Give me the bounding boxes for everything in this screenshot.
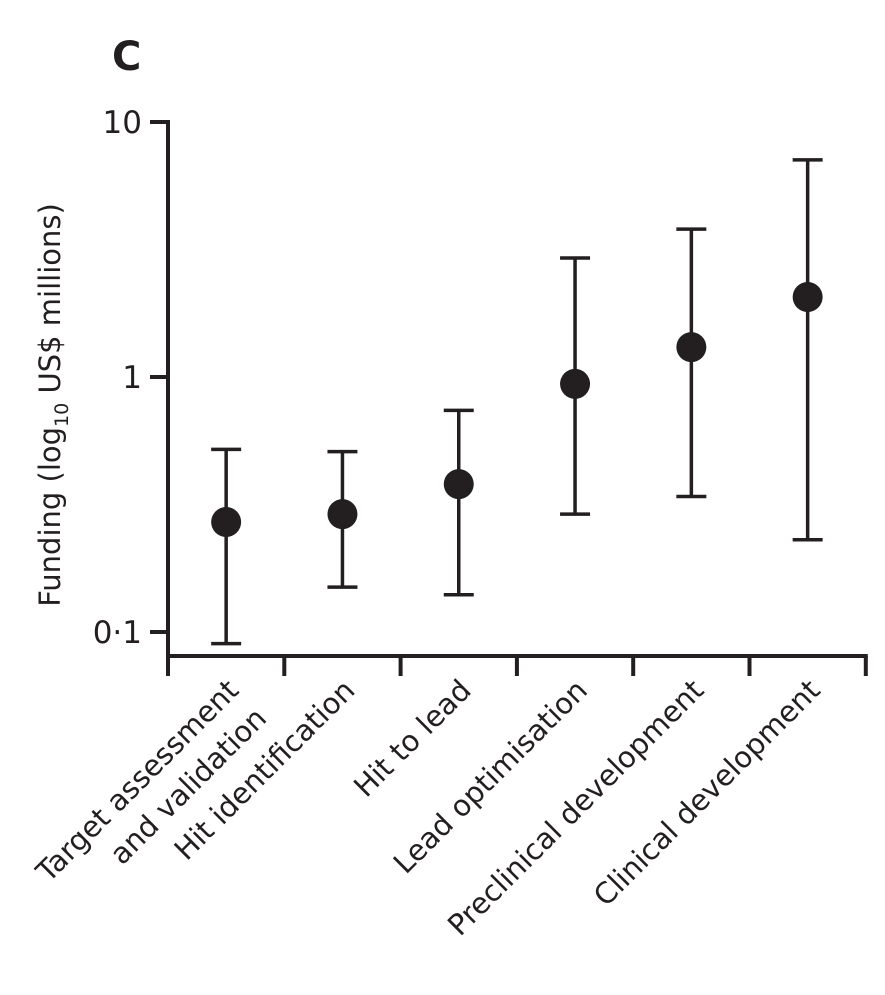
data-point [560,368,591,399]
data-point [327,499,358,530]
y-tick-label: 10 [103,105,142,141]
y-axis: 10 1 0·1 [93,105,170,658]
data-point [792,281,823,312]
x-tick-label: Clinical development [587,673,827,913]
y-tick-label: 1 [122,360,142,396]
y-axis-label: Funding (log10 US$ millions) [33,203,73,607]
y-tick-label: 0·1 [93,615,142,651]
panel-label: C [112,34,141,80]
x-tick-label: Lead optimisation [387,673,594,880]
data-point [211,507,242,538]
data-marks [211,158,823,646]
data-point [443,469,474,500]
data-point [676,332,707,363]
